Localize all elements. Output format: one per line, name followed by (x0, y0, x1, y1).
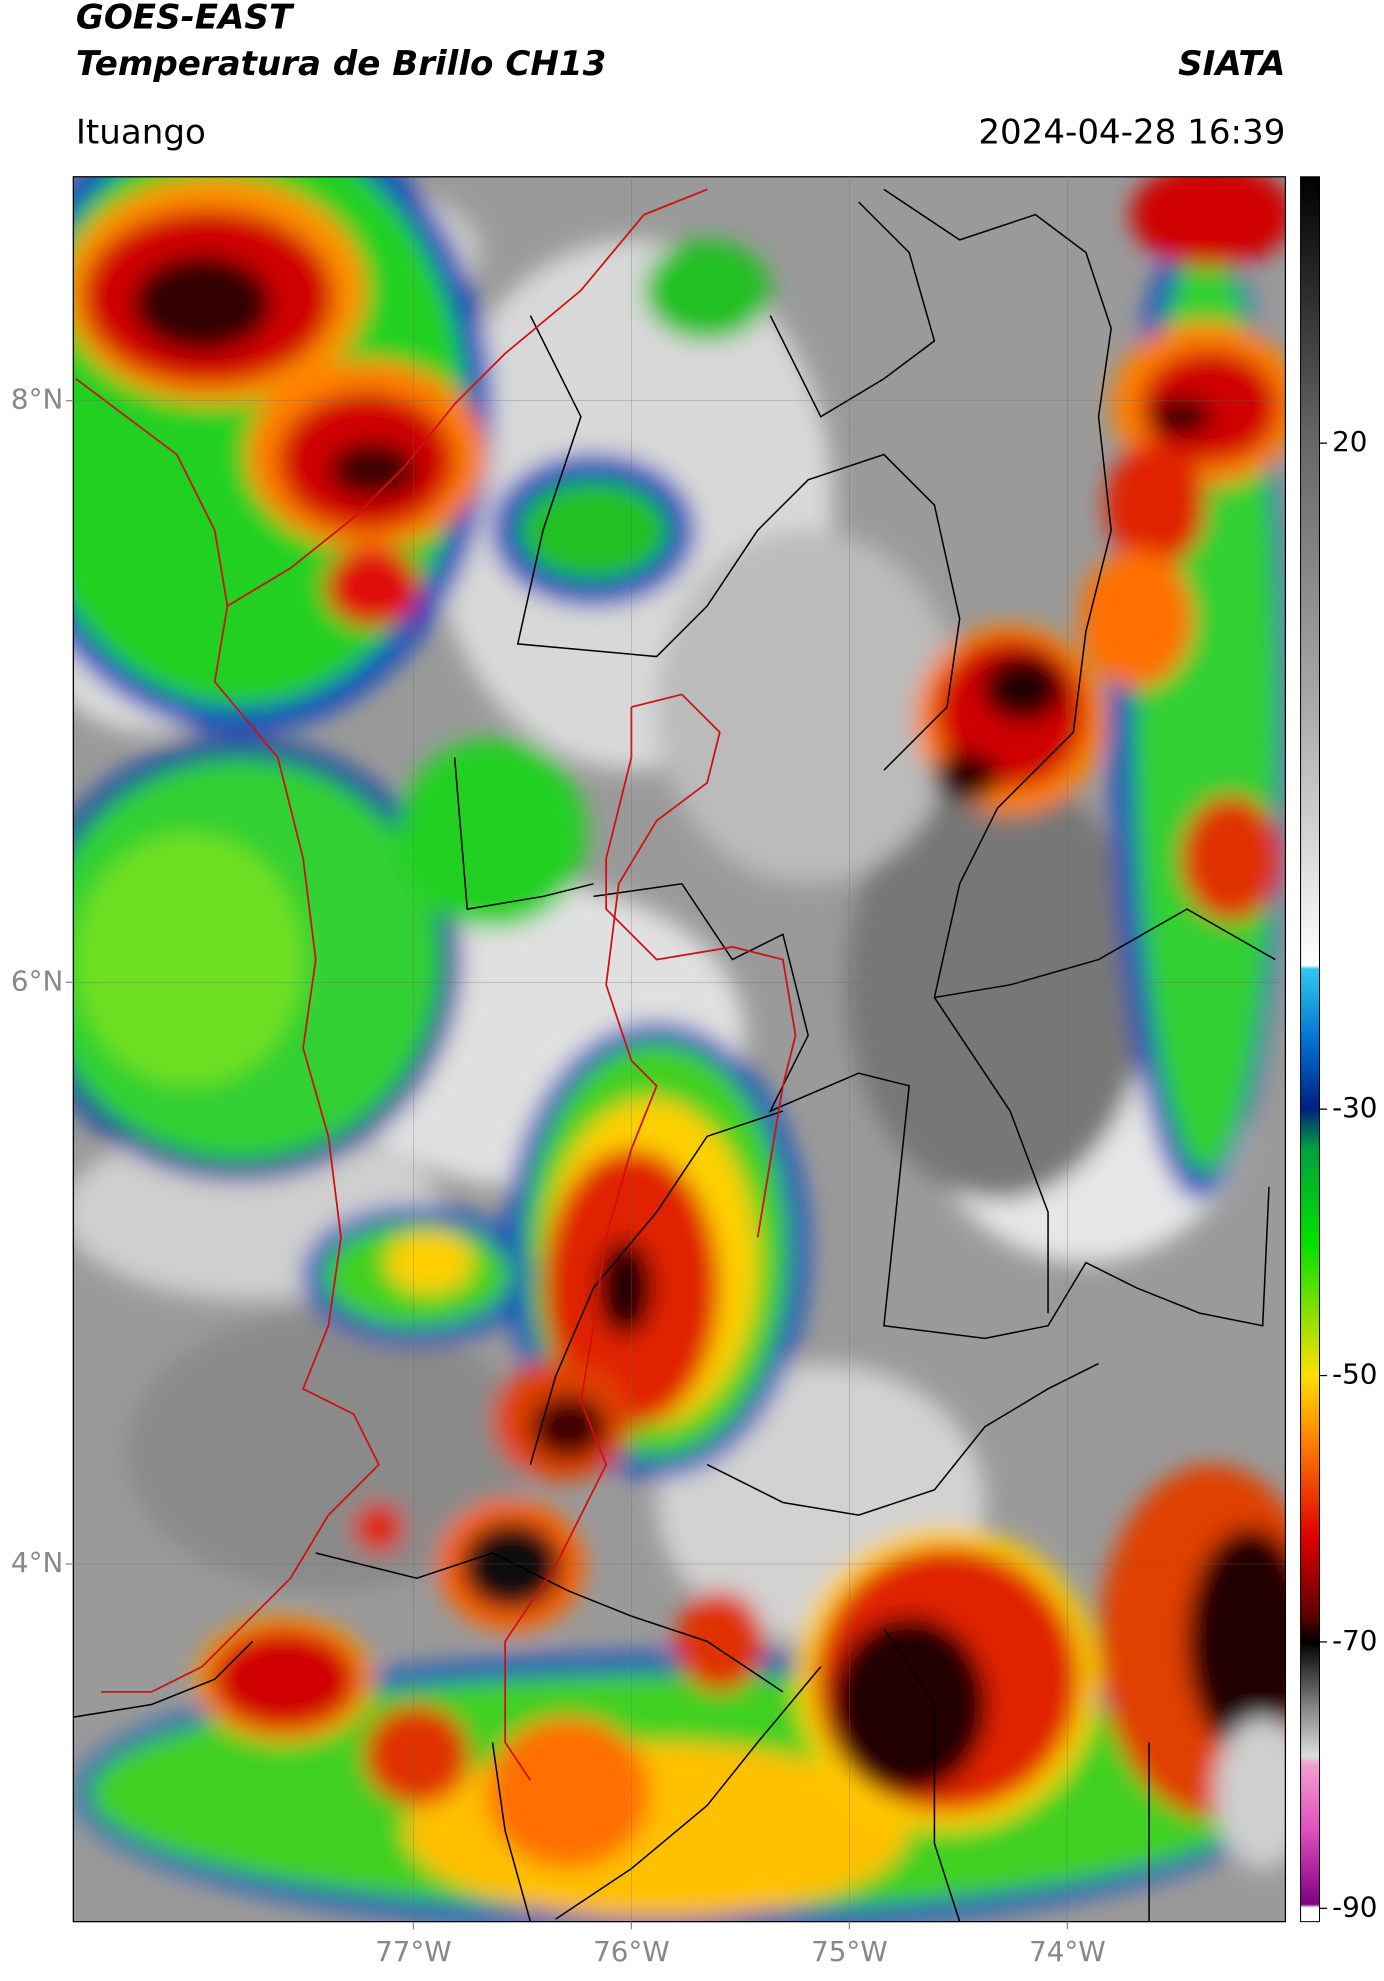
x-tick-label: 77°W (375, 1935, 452, 1968)
cloud-patch (982, 655, 1064, 721)
title: GOES-EAST (76, 0, 295, 37)
colorbar (1300, 176, 1321, 1923)
cloud-patch (1186, 1527, 1286, 1755)
cloud-patch (363, 1704, 470, 1806)
y-tick-label: 6°N (11, 964, 63, 997)
cloud-patch (644, 239, 771, 341)
x-tick-label: 76°W (593, 1935, 670, 1968)
cloud-field (73, 176, 1286, 1922)
cloud-patch (656, 530, 960, 884)
cloud-patch (846, 770, 1150, 1200)
colorbar-tick-label: -30 (1332, 1091, 1377, 1124)
admin-borders (73, 188, 1276, 1922)
cloud-patch (1180, 795, 1282, 922)
y-tick-label: 4°N (11, 1546, 63, 1579)
cloud-patch (933, 751, 999, 802)
x-tick-label: 75°W (811, 1935, 888, 1968)
datetime: 2024-04-28 16:39 (978, 112, 1285, 152)
cloud-patch (830, 1616, 988, 1793)
map-grid: 77°W 76°W 75°W 74°W 8°N 6°N 4°N (11, 176, 1286, 1968)
cloud-patch (1214, 1717, 1286, 1869)
cloud-patch (210, 1628, 358, 1730)
cloud-patch (132, 255, 272, 351)
cloud-patch (353, 1502, 405, 1553)
source: SIATA (1178, 44, 1285, 84)
cloud-patch (530, 1395, 607, 1459)
cloud-patch (75, 833, 304, 1086)
colorbar-ticks: 20 -30 -50 -70 -90 (1319, 425, 1377, 1923)
map-imagery (73, 176, 1286, 1922)
colorbar-tick-label: -90 (1332, 1890, 1377, 1923)
region-border (75, 188, 797, 1781)
location: Ituango (76, 112, 206, 152)
cloud-patch (675, 1590, 764, 1692)
cloud-patch (517, 479, 670, 581)
y-tick-label: 8°N (11, 383, 63, 416)
colorbar-tick-label: -70 (1332, 1624, 1377, 1657)
cloud-patch (597, 1239, 653, 1336)
cloud-patch (1149, 397, 1213, 436)
colorbar-tick-label: 20 (1332, 425, 1367, 458)
cloud-patch (1104, 441, 1206, 569)
cloud-patch (385, 1231, 474, 1295)
colorbar-tick-label: -50 (1332, 1358, 1377, 1391)
subtitle: Temperatura de Brillo CH13 (76, 44, 606, 84)
cloud-patch (1130, 176, 1286, 268)
cloud-patch (1079, 549, 1194, 689)
cloud-patch (126, 1313, 531, 1591)
cloud-patch (486, 1717, 651, 1869)
cloud-patch (397, 738, 588, 929)
cloud-patch (460, 1521, 562, 1610)
x-tick-label: 74°W (1029, 1935, 1106, 1968)
cloud-patch (328, 441, 417, 498)
cloud-patch (324, 546, 421, 628)
map-frame (72, 176, 1287, 1923)
